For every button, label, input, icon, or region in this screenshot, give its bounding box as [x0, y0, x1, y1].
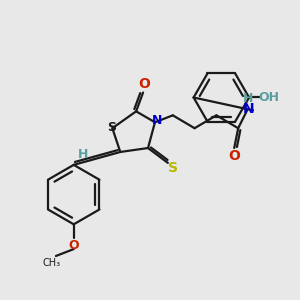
Text: N: N	[242, 102, 254, 116]
Text: N: N	[152, 114, 162, 127]
Text: H: H	[78, 148, 88, 161]
Text: S: S	[107, 121, 116, 134]
Text: H: H	[243, 92, 253, 105]
Text: OH: OH	[258, 91, 279, 104]
Text: S: S	[168, 161, 178, 175]
Text: CH₃: CH₃	[43, 258, 61, 268]
Text: O: O	[228, 149, 240, 163]
Text: O: O	[68, 238, 79, 252]
Text: O: O	[138, 76, 150, 91]
